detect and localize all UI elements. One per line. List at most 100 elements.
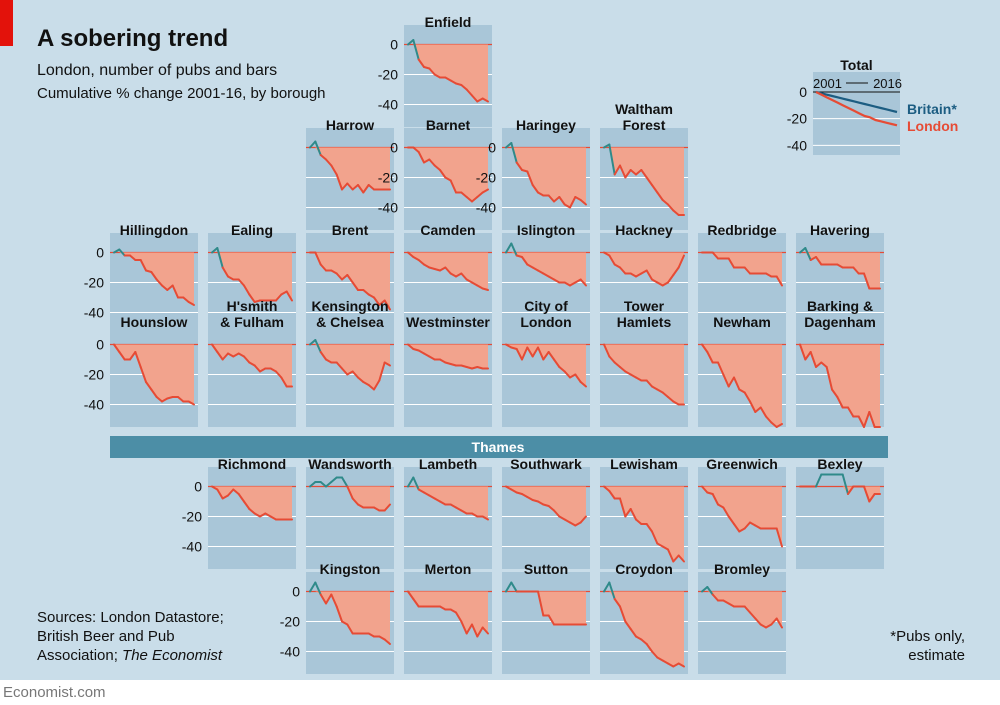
series-segment [346,274,354,284]
series-segment [341,182,349,191]
series-segment [259,367,267,373]
series-segment [481,515,489,521]
panel-title: Tower [624,298,665,314]
series-segment [579,199,587,206]
series-segment [383,361,391,367]
series-segment [460,509,468,515]
series-segment [417,259,425,266]
series-segment [407,476,415,488]
series-segment [759,623,767,629]
sources-line-3-prefix: Association; [37,647,122,664]
series-segment [428,158,436,167]
series-segment [362,289,370,296]
accent-bar [0,0,13,46]
ytick-label: -20 [378,67,398,83]
series-segment [237,493,245,503]
panel-title: Greenwich [706,456,778,472]
series-segment [841,473,849,495]
series-segment [423,491,431,497]
series-segment [243,355,251,364]
panel-h-smith-fulham: H'smith& Fulham [208,298,296,427]
series-segment [280,290,288,296]
series-segment [351,281,359,291]
series-segment [243,500,251,510]
series-segment [444,76,452,82]
series-segment [645,379,653,388]
panel-barnet: 0 -20 -40 Barnet [378,117,492,230]
series-segment [417,349,425,355]
ytick-label: -20 [378,170,398,186]
series-segment [542,272,550,278]
brand-label: Economist.com [3,684,106,701]
series-segment [629,628,637,638]
series-segment [515,348,523,361]
series-segment [717,361,725,376]
series-segment [563,518,571,524]
series-segment [378,361,386,382]
series-segment [765,272,773,278]
ytick-label: 0 [292,584,300,600]
series-segment [799,343,807,361]
series-segment [624,620,632,630]
series-segment [537,500,545,506]
series-segment [749,611,757,620]
series-segment [857,415,865,428]
series-segment [465,196,473,203]
series-segment [825,366,833,391]
series-segment [661,391,669,398]
chart-subsubtitle: Cumulative % change 2001-16, by borough [37,85,326,102]
series-segment [465,623,473,635]
series-segment [460,84,468,91]
series-segment [211,343,219,353]
series-segment [574,196,582,201]
sources-line-2: British Beer and Pub [37,628,175,645]
panel-kingston: 0 -20 -40 Kingston [280,561,394,674]
panel-harrow: Harrow [306,117,394,230]
panel-title: Barnet [426,117,471,133]
series-segment [134,351,142,368]
panel-title: Hillingdon [120,222,188,238]
series-segment [743,521,751,530]
series-segment [449,179,457,194]
series-segment [367,632,375,638]
series-segment [847,485,855,495]
series-segment [531,346,539,358]
series-segment [624,169,632,179]
series-segment [624,370,632,376]
series-segment [221,494,229,500]
series-segment [547,505,555,512]
series-segment [563,281,571,287]
series-segment [651,184,659,194]
series-segment [651,385,659,391]
decline-area [604,147,684,215]
series-segment [775,617,783,629]
series-segment [635,518,643,525]
series-segment [471,623,479,638]
series-segment [738,527,746,533]
series-segment [357,503,365,509]
footnote-line-2: estimate [908,647,965,664]
series-segment [733,376,741,391]
series-segment [863,272,871,290]
panel-title: Hackney [615,222,673,238]
series-segment [161,397,169,403]
decline-area [702,344,782,427]
series-segment [505,142,513,149]
series-segment [754,617,762,626]
series-segment [285,290,293,302]
series-segment [608,355,616,364]
panel-hillingdon: 0 -20 -40 Hillingdon [84,222,198,335]
series-segment [460,191,468,198]
panel-title: Kensington [312,298,389,314]
series-segment [863,411,871,428]
decline-area [506,147,586,208]
series-segment [314,251,322,266]
series-segment [407,343,415,350]
panel-title: Barking & [807,298,873,314]
series-segment [275,370,283,379]
series-segment [775,275,783,287]
series-segment [309,481,317,488]
series-segment [439,169,447,179]
